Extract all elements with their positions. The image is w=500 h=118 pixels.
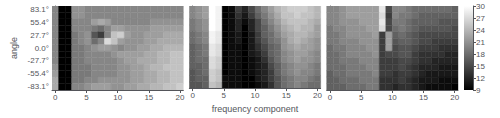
svg-text:12: 12 (476, 74, 485, 83)
svg-text:15: 15 (419, 93, 428, 102)
svg-text:21: 21 (476, 38, 485, 47)
svg-text:10: 10 (251, 91, 260, 100)
svg-text:10: 10 (388, 93, 397, 102)
svg-text:24: 24 (476, 26, 485, 35)
svg-text:0: 0 (53, 93, 58, 102)
svg-text:5: 5 (222, 91, 227, 100)
svg-text:-55.4°: -55.4° (28, 69, 49, 78)
svg-text:0: 0 (328, 93, 333, 102)
svg-text:18: 18 (476, 50, 485, 59)
svg-text:83.1°: 83.1° (30, 5, 49, 14)
svg-text:9: 9 (476, 86, 481, 95)
svg-text:20: 20 (450, 93, 459, 102)
svg-text:15: 15 (282, 91, 291, 100)
svg-text:15: 15 (476, 62, 485, 71)
svg-text:angle: angle (9, 37, 19, 59)
svg-text:27: 27 (476, 14, 485, 23)
svg-text:5: 5 (359, 93, 364, 102)
svg-text:20: 20 (176, 93, 185, 102)
svg-text:0: 0 (190, 91, 195, 100)
svg-text:27.7°: 27.7° (30, 31, 49, 40)
svg-text:10: 10 (113, 93, 122, 102)
svg-text:0.0°: 0.0° (35, 44, 49, 53)
svg-text:30: 30 (476, 2, 485, 11)
svg-text:-83.1°: -83.1° (28, 82, 49, 91)
svg-text:55.4°: 55.4° (30, 18, 49, 27)
svg-text:20: 20 (313, 91, 322, 100)
svg-text:-27.7°: -27.7° (28, 56, 49, 65)
svg-text:frequency component: frequency component (212, 104, 299, 114)
svg-text:5: 5 (84, 93, 89, 102)
svg-text:15: 15 (144, 93, 153, 102)
